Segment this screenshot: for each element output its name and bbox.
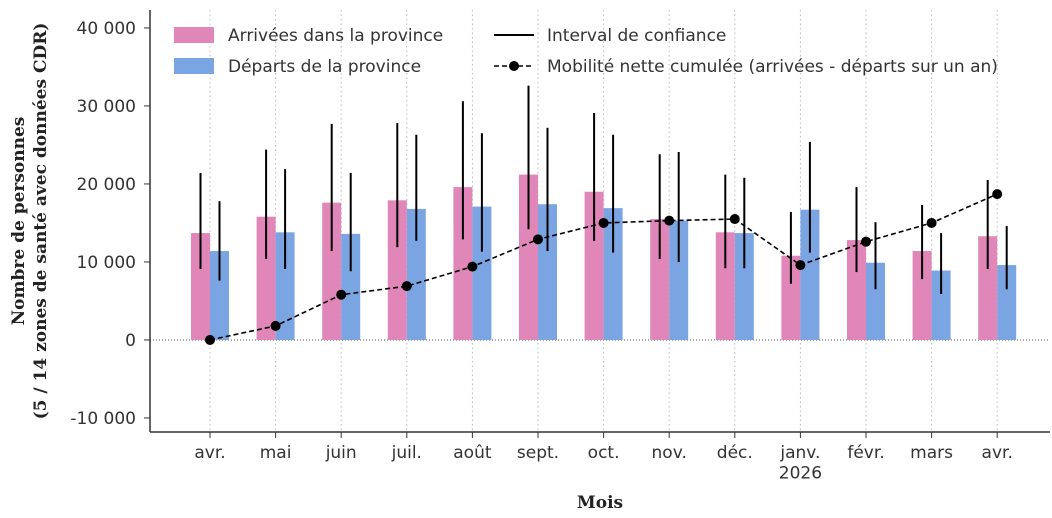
legend-label: Arrivées dans la province: [228, 26, 443, 46]
x-tick-label: févr.: [847, 443, 884, 463]
point: [401, 281, 412, 292]
x-tick-label: avr.: [982, 443, 1013, 463]
bar: [669, 220, 689, 340]
bar: [847, 240, 866, 340]
bar: [406, 208, 426, 340]
legend-label: Mobilité nette cumulée (arrivées - dépar…: [547, 57, 998, 77]
y-axis-label: Nombre de personnes: [9, 117, 29, 326]
x-tick-label: juil.: [391, 443, 422, 463]
x-tick-label: sept.: [517, 443, 559, 463]
point: [729, 214, 740, 225]
y-tick-label: 10 000: [77, 253, 136, 273]
bar: [603, 208, 623, 340]
y-tick-label: 30 000: [77, 97, 136, 117]
y-tick-label: -10 000: [70, 409, 136, 429]
x-tick-label: déc.: [717, 443, 753, 463]
bar: [275, 232, 295, 340]
point: [795, 260, 806, 271]
point: [467, 261, 478, 272]
bar: [519, 174, 538, 340]
bar: [912, 251, 932, 340]
point: [861, 236, 871, 247]
bar: [997, 265, 1017, 340]
bar: [210, 251, 229, 340]
x-axis-label: Mois: [577, 493, 623, 513]
point: [205, 334, 215, 345]
bar: [800, 209, 820, 340]
bar: [322, 202, 342, 340]
bar: [472, 206, 492, 340]
y-tick-label: 20 000: [77, 175, 136, 195]
x-tick-label: août: [453, 443, 492, 463]
y-tick-label: 0: [125, 331, 136, 351]
bar: [256, 216, 276, 340]
bar: [453, 187, 473, 340]
legend-label: Interval de confiance: [547, 26, 726, 46]
bar: [715, 232, 735, 340]
x-tick-label: avr.: [194, 443, 225, 463]
y-tick-label: 40 000: [77, 19, 136, 39]
bar: [781, 255, 801, 340]
legend-swatch: [174, 27, 214, 43]
legend-swatch: [509, 61, 519, 71]
legend: Arrivées dans la province Départs de la p…: [174, 26, 998, 77]
bar: [866, 262, 885, 340]
x-tick-label: oct.: [588, 443, 620, 463]
bar: [341, 233, 361, 340]
legend-swatch: [174, 58, 214, 74]
x-tick-label: mai: [260, 443, 292, 463]
point: [664, 215, 675, 226]
x-tick-label: nov.: [652, 443, 687, 463]
x-tick-label: mars: [910, 443, 953, 463]
point: [992, 189, 1003, 200]
point: [336, 289, 347, 300]
x-tick-label: juin: [325, 443, 357, 463]
bar: [931, 270, 951, 340]
point: [533, 234, 543, 245]
point: [270, 320, 281, 331]
bar: [734, 233, 754, 340]
bar: [387, 200, 407, 340]
bar: [584, 191, 604, 340]
x-tick-label: janv. 2026: [779, 443, 822, 483]
bar: [191, 233, 210, 340]
y-axis-label: (5 / 14 zones de santé avec données CDR): [31, 23, 51, 420]
bar: [650, 219, 670, 340]
point: [926, 217, 937, 228]
point: [598, 217, 609, 228]
bar: [978, 236, 998, 340]
legend-label: Départs de la province: [228, 57, 421, 77]
